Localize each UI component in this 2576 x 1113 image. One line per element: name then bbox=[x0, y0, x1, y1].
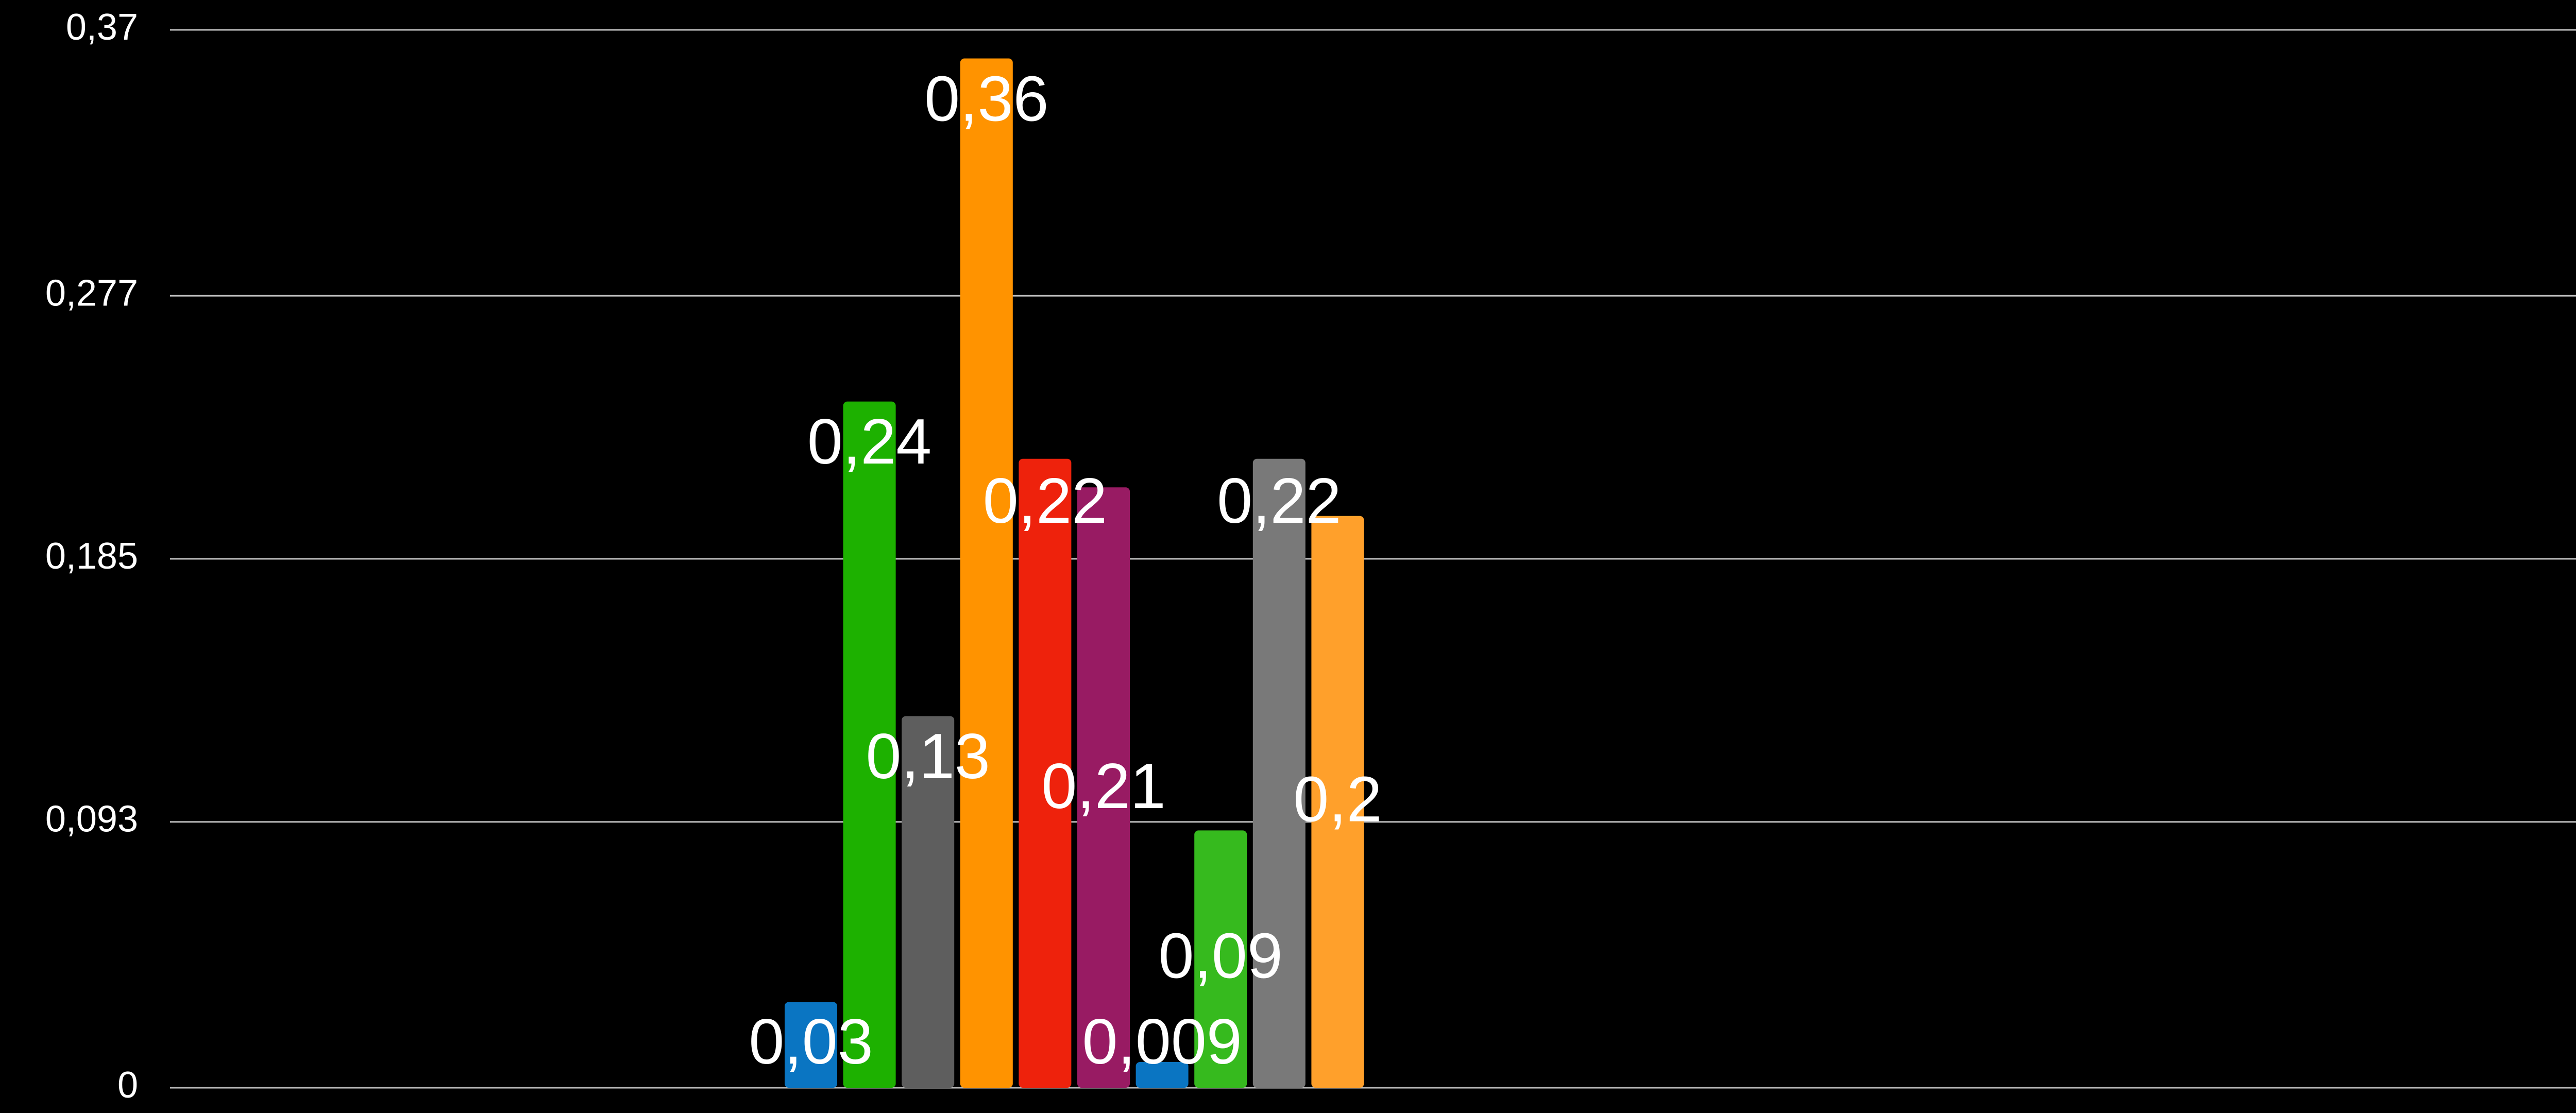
y-tick-label: 0,093 bbox=[45, 799, 138, 840]
bar bbox=[1136, 1062, 1189, 1088]
bar bbox=[960, 58, 1013, 1088]
value-label: 0,36 bbox=[924, 63, 1048, 134]
bar bbox=[902, 716, 955, 1088]
bar bbox=[785, 1002, 837, 1088]
y-tick-label: 0 bbox=[117, 1065, 138, 1106]
bar bbox=[1019, 458, 1072, 1088]
bar bbox=[1194, 830, 1247, 1088]
value-label: 0,13 bbox=[866, 721, 990, 792]
value-label: 0,03 bbox=[749, 1006, 873, 1077]
value-label: 0,21 bbox=[1041, 751, 1165, 822]
value-label: 0,24 bbox=[807, 406, 931, 477]
value-label: 0,22 bbox=[983, 466, 1107, 537]
y-tick-label: 0,37 bbox=[66, 7, 138, 48]
value-label: 0,22 bbox=[1217, 466, 1341, 537]
bar bbox=[843, 401, 896, 1088]
bar bbox=[1252, 458, 1306, 1088]
value-label: 0,2 bbox=[1293, 764, 1382, 835]
value-label: 0,009 bbox=[1082, 1006, 1242, 1077]
y-tick-label: 0,185 bbox=[45, 536, 138, 577]
value-label: 0,09 bbox=[1159, 920, 1283, 991]
bar bbox=[1311, 516, 1364, 1088]
bar bbox=[1077, 487, 1130, 1088]
y-tick-label: 0,277 bbox=[45, 272, 138, 314]
